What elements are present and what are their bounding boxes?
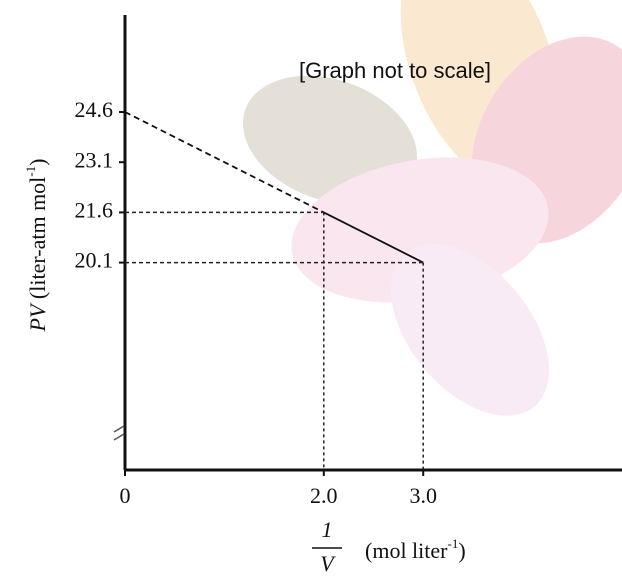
x-tick-label: 3.0 bbox=[409, 483, 437, 508]
y-tick-label: 20.1 bbox=[75, 248, 114, 273]
x-label-unit: (mol liter bbox=[365, 538, 448, 563]
y-tick-label: 23.1 bbox=[75, 147, 114, 172]
x-label-exp: -1 bbox=[447, 536, 458, 551]
y-label-var: PV bbox=[25, 302, 50, 332]
axis-break bbox=[114, 426, 124, 440]
y-tick-label: 21.6 bbox=[75, 197, 114, 222]
y-label-unit: (liter-atm mol bbox=[25, 177, 50, 299]
y-label-exp: -1 bbox=[23, 166, 38, 177]
x-label-den: V bbox=[320, 551, 336, 576]
y-tick-label: 24.6 bbox=[75, 97, 114, 122]
x-label-close: ) bbox=[458, 538, 465, 563]
x-tick-label: 2.0 bbox=[310, 483, 338, 508]
y-axis-label: PV (liter-atm mol-1) bbox=[23, 159, 50, 333]
y-label-close: ) bbox=[25, 159, 50, 166]
annotation: [Graph not to scale] bbox=[299, 58, 491, 83]
x-label-num: 1 bbox=[322, 517, 333, 542]
x-axis-label: (mol liter-1) bbox=[365, 536, 466, 563]
chart: [Graph not to scale] PV (liter-atm mol-1… bbox=[0, 0, 622, 579]
x-tick-label: 0 bbox=[120, 483, 131, 508]
